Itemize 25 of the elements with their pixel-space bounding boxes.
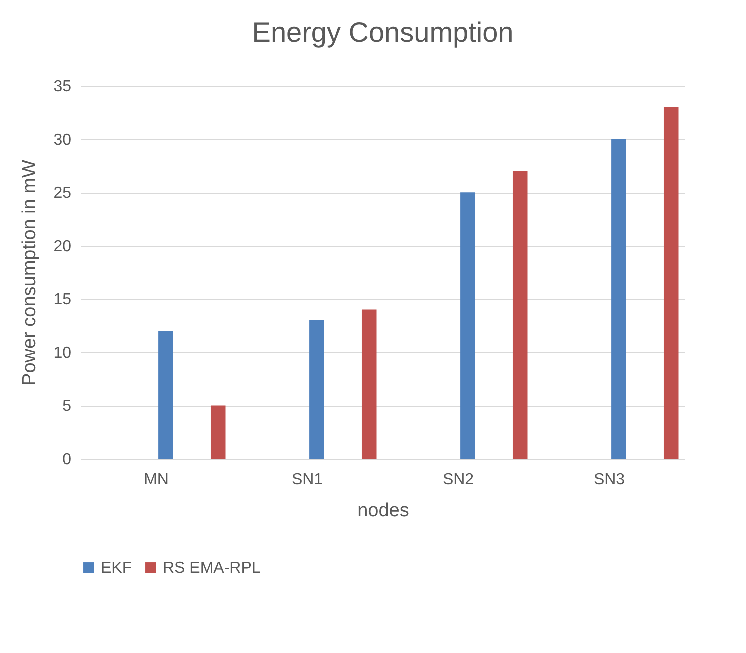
y-tick-label: 35 [54,78,72,96]
x-tick-label: MN [144,472,169,488]
bar [612,139,626,459]
y-tick-label: 10 [54,344,72,362]
x-axis-title: nodes [358,500,410,522]
bar [158,331,174,459]
y-tick-label: 0 [62,452,72,468]
y-tick-label: 30 [54,132,72,149]
bar [512,171,528,459]
y-tick-label: 20 [54,238,72,256]
y-axis-title: Power consumption in mW [20,160,41,386]
y-tick-label: 15 [54,292,72,309]
legend-label: RS EMA-RPL [163,560,261,577]
x-tick-label: SN3 [594,472,626,488]
y-tick-label: 5 [62,398,72,416]
x-tick-label: SN1 [292,472,324,488]
x-tick-label: SN2 [442,472,474,488]
bar [362,310,377,459]
y-tick-label: 25 [54,185,72,202]
chart-title: Energy Consumption [252,17,514,48]
legend-label: EKF [101,560,132,577]
bar [310,320,324,459]
bar [664,107,679,459]
bar [460,192,476,459]
bar [210,406,226,459]
